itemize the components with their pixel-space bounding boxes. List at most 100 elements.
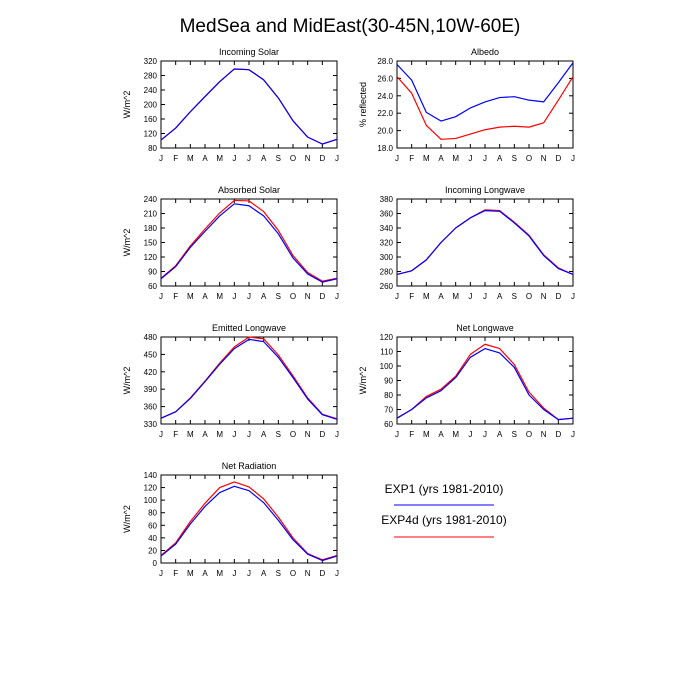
x-tick-label: M <box>423 154 430 163</box>
x-tick-label: J <box>159 430 163 439</box>
x-tick-label: A <box>202 154 208 163</box>
series-line-exp4d-yrs-1981-2010-net-longwave <box>396 343 574 421</box>
x-tick-label: O <box>290 430 296 439</box>
x-tick-label: J <box>247 430 251 439</box>
y-tick-label: 24.0 <box>377 92 393 101</box>
x-tick-label: A <box>261 569 267 578</box>
x-tick-label: D <box>555 154 561 163</box>
y-tick-label: 150 <box>144 239 158 248</box>
x-tick-label: J <box>483 292 487 301</box>
x-tick-label: M <box>423 430 430 439</box>
x-tick-label: M <box>423 292 430 301</box>
y-tick-label: 0 <box>153 559 158 568</box>
x-tick-label: J <box>335 154 339 163</box>
y-tick-label: 360 <box>380 210 394 219</box>
x-tick-label: D <box>319 154 325 163</box>
x-tick-label: D <box>555 292 561 301</box>
x-tick-label: J <box>232 569 236 578</box>
x-tick-label: J <box>232 292 236 301</box>
y-tick-label: 90 <box>384 377 393 386</box>
y-tick-label: 20.0 <box>377 127 393 136</box>
x-tick-label: M <box>452 154 459 163</box>
figure-title: MedSea and MidEast(30-45N,10W-60E) <box>180 16 521 37</box>
x-tick-label: S <box>512 154 517 163</box>
legend: EXP1 (yrs 1981-2010) EXP4d (yrs 1981-201… <box>381 482 507 538</box>
y-tick-label: 110 <box>380 348 393 357</box>
x-tick-label: J <box>468 292 472 301</box>
panel-title-net-radiation: Net Radiation <box>222 461 277 471</box>
x-tick-label: J <box>483 430 487 439</box>
x-tick-label: J <box>335 292 339 301</box>
x-tick-label: A <box>438 154 444 163</box>
y-tick-label: 160 <box>144 115 158 124</box>
series-line-exp1-yrs-1981-2010-incoming-solar <box>160 68 338 145</box>
series-line-exp1-yrs-1981-2010-net-longwave <box>396 348 574 421</box>
series-line-exp4d-yrs-1981-2010-incoming-solar <box>160 68 338 145</box>
x-tick-label: S <box>276 292 281 301</box>
y-tick-label: 300 <box>380 253 394 262</box>
y-tick-label: 26.0 <box>377 74 393 83</box>
y-tick-label: 100 <box>144 496 158 505</box>
y-axis-label-albedo: % reflected <box>358 82 368 127</box>
panel-incoming-longwave: Incoming Longwave 260 280 300 320 340 360 380 J F… <box>380 185 575 301</box>
plot-frame-emitted-longwave <box>160 336 338 425</box>
y-tick-label: 100 <box>380 362 394 371</box>
x-tick-label: A <box>497 292 503 301</box>
y-tick-label: 120 <box>144 484 158 493</box>
y-tick-label: 320 <box>144 57 158 66</box>
x-tick-label: A <box>497 154 503 163</box>
x-tick-label: O <box>526 292 532 301</box>
y-tick-label: 22.0 <box>377 109 393 118</box>
panel-title-emitted-longwave: Emitted Longwave <box>212 323 286 333</box>
plot-frame-absorbed-solar <box>160 198 338 287</box>
x-tick-label: A <box>202 569 208 578</box>
x-tick-label: J <box>571 292 575 301</box>
series-line-exp4d-yrs-1981-2010-incoming-longwave <box>396 209 574 275</box>
x-tick-label: A <box>438 292 444 301</box>
x-tick-label: F <box>173 292 178 301</box>
y-tick-label: 240 <box>144 86 158 95</box>
series-line-exp1-yrs-1981-2010-net-radiation <box>160 485 338 562</box>
x-tick-label: S <box>512 430 517 439</box>
x-tick-label: J <box>335 430 339 439</box>
x-tick-label: S <box>276 154 281 163</box>
x-tick-label: A <box>261 430 267 439</box>
x-tick-label: S <box>276 430 281 439</box>
y-tick-label: 90 <box>148 268 157 277</box>
y-tick-label: 260 <box>380 282 394 291</box>
x-tick-label: M <box>216 430 223 439</box>
x-tick-label: M <box>187 154 194 163</box>
y-tick-label: 280 <box>144 72 158 81</box>
y-tick-label: 180 <box>144 224 158 233</box>
x-tick-label: J <box>395 292 399 301</box>
x-tick-label: A <box>261 154 267 163</box>
x-tick-label: D <box>319 292 325 301</box>
x-tick-label: N <box>305 292 311 301</box>
x-tick-label: J <box>247 569 251 578</box>
series-line-exp4d-yrs-1981-2010-emitted-longwave <box>160 336 338 420</box>
y-tick-label: 20 <box>148 546 157 555</box>
y-tick-label: 390 <box>144 385 158 394</box>
x-tick-label: J <box>159 292 163 301</box>
y-tick-label: 340 <box>380 224 394 233</box>
x-tick-label: A <box>261 292 267 301</box>
x-tick-label: N <box>541 430 547 439</box>
x-tick-label: D <box>319 569 325 578</box>
y-axis-label-net-longwave: W/m^2 <box>358 367 368 395</box>
y-tick-label: 60 <box>148 521 157 530</box>
x-tick-label: O <box>290 154 296 163</box>
x-tick-label: M <box>216 154 223 163</box>
y-tick-label: 18.0 <box>377 144 393 153</box>
y-tick-label: 420 <box>144 368 158 377</box>
plot-frame-net-radiation <box>160 474 338 564</box>
x-tick-label: D <box>555 430 561 439</box>
y-tick-label: 120 <box>380 333 394 342</box>
x-tick-label: N <box>305 154 311 163</box>
x-tick-label: J <box>483 154 487 163</box>
x-tick-label: J <box>571 154 575 163</box>
series-line-exp1-yrs-1981-2010-albedo <box>396 62 574 122</box>
x-tick-label: D <box>319 430 325 439</box>
x-tick-label: S <box>512 292 517 301</box>
